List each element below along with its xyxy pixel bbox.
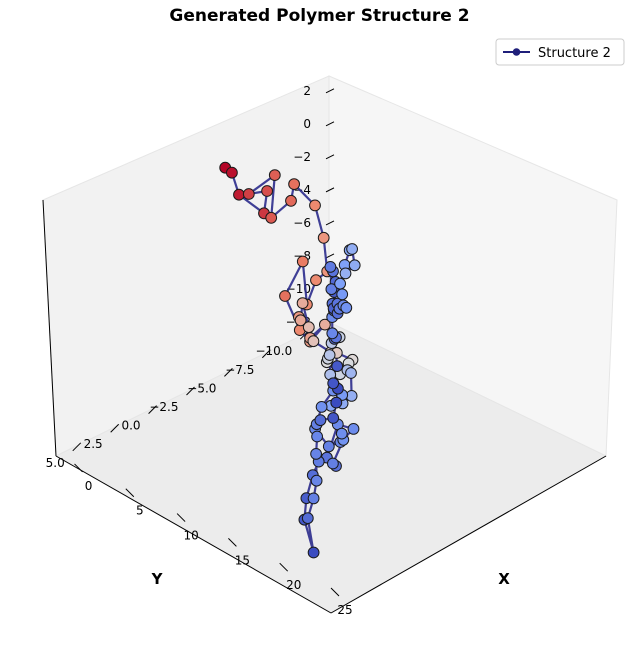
z-tick	[325, 154, 335, 160]
x-tick-label: 5	[136, 504, 144, 518]
monomer-point	[339, 267, 352, 280]
monomer-point	[323, 349, 336, 361]
monomer-point	[265, 211, 278, 224]
y-tick-label: 0.0	[121, 419, 140, 433]
monomer-point	[326, 327, 339, 340]
monomer-point	[296, 297, 309, 310]
y-tick	[72, 442, 82, 452]
z-tick-label: −2	[293, 150, 311, 164]
z-tick	[325, 220, 335, 226]
y-tick-label: 2.5	[84, 437, 103, 451]
monomer-point	[331, 360, 344, 373]
monomer-point	[279, 290, 291, 302]
monomer-point	[348, 259, 361, 272]
polymer-chain	[219, 161, 361, 559]
monomer-point	[330, 396, 343, 409]
legend-frame	[495, 38, 625, 66]
legend-marker	[512, 48, 521, 56]
x-tick	[279, 562, 289, 572]
z-tick-label: −6	[293, 216, 311, 230]
legend-label: Structure 2	[538, 46, 611, 61]
y-axis-line	[55, 455, 332, 614]
monomer-point	[336, 288, 349, 301]
y-tick	[148, 405, 157, 414]
monomer-point	[325, 283, 338, 296]
z-tick	[325, 187, 335, 193]
x-tick	[74, 463, 83, 473]
monomer-point	[288, 178, 301, 191]
monomer-point	[307, 492, 320, 505]
monomer-point	[335, 427, 348, 440]
z-tick-label: 2	[303, 84, 311, 98]
monomer-point	[307, 335, 320, 348]
chart-title: Generated Polymer Structure 2	[169, 6, 470, 26]
x-axis-line	[330, 455, 607, 614]
monomer-point	[347, 423, 360, 435]
monomer-point	[346, 243, 359, 255]
z-tick	[325, 88, 335, 94]
z-tick-label: 0	[303, 117, 311, 131]
y-tick-label: −5.0	[187, 381, 216, 395]
monomer-point	[340, 301, 353, 314]
z-axis-line	[42, 199, 57, 457]
y-tick-label: 5.0	[46, 456, 65, 470]
monomer-point	[261, 185, 274, 197]
y-tick	[186, 386, 195, 396]
x-tick-label: 20	[286, 578, 301, 592]
monomer-point	[322, 440, 335, 453]
monomer-point	[285, 194, 297, 207]
monomer-point	[314, 414, 327, 427]
monomer-point	[311, 430, 324, 443]
monomer-point	[242, 188, 255, 200]
y-tick-label: −7.5	[225, 363, 254, 377]
monomer-point	[310, 474, 323, 487]
monomer-point	[302, 321, 315, 334]
x-tick	[176, 513, 186, 522]
monomer-point	[317, 231, 330, 244]
x-tick-label: 10	[183, 529, 198, 543]
y-tick-label: −10.0	[255, 344, 292, 358]
y-tick	[261, 349, 271, 359]
monomer-point	[327, 412, 340, 424]
monomer-point	[345, 367, 357, 379]
monomer-point	[309, 199, 321, 212]
monomer-point	[327, 457, 339, 470]
monomer-point	[310, 274, 322, 287]
monomer-point	[310, 448, 323, 460]
y-tick-label: −2.5	[149, 400, 178, 414]
monomer-point	[233, 188, 245, 201]
legend: Structure 2	[495, 38, 625, 66]
monomer-point	[319, 318, 331, 331]
monomer-point	[296, 255, 309, 268]
z-tick	[325, 121, 335, 127]
x-tick-label: 25	[337, 603, 352, 617]
x-axis-label: X	[498, 570, 510, 588]
monomer-point	[226, 166, 238, 179]
monomer-point	[334, 277, 347, 290]
y-tick	[110, 423, 120, 433]
monomer-point	[315, 401, 328, 413]
x-tick	[228, 538, 237, 547]
y-tick	[224, 368, 233, 377]
x-tick-label: 0	[85, 479, 93, 493]
monomer-point	[327, 377, 340, 390]
y-axis-label: Y	[151, 570, 164, 588]
monomer-point	[301, 512, 314, 525]
monomer-point	[324, 261, 337, 273]
z-tick	[325, 253, 335, 259]
x-tick	[125, 488, 135, 498]
monomer-point	[268, 169, 281, 182]
x-tick	[330, 587, 340, 597]
monomer-point	[294, 314, 307, 327]
monomer-point	[307, 546, 320, 559]
x-tick-label: 15	[235, 553, 250, 567]
